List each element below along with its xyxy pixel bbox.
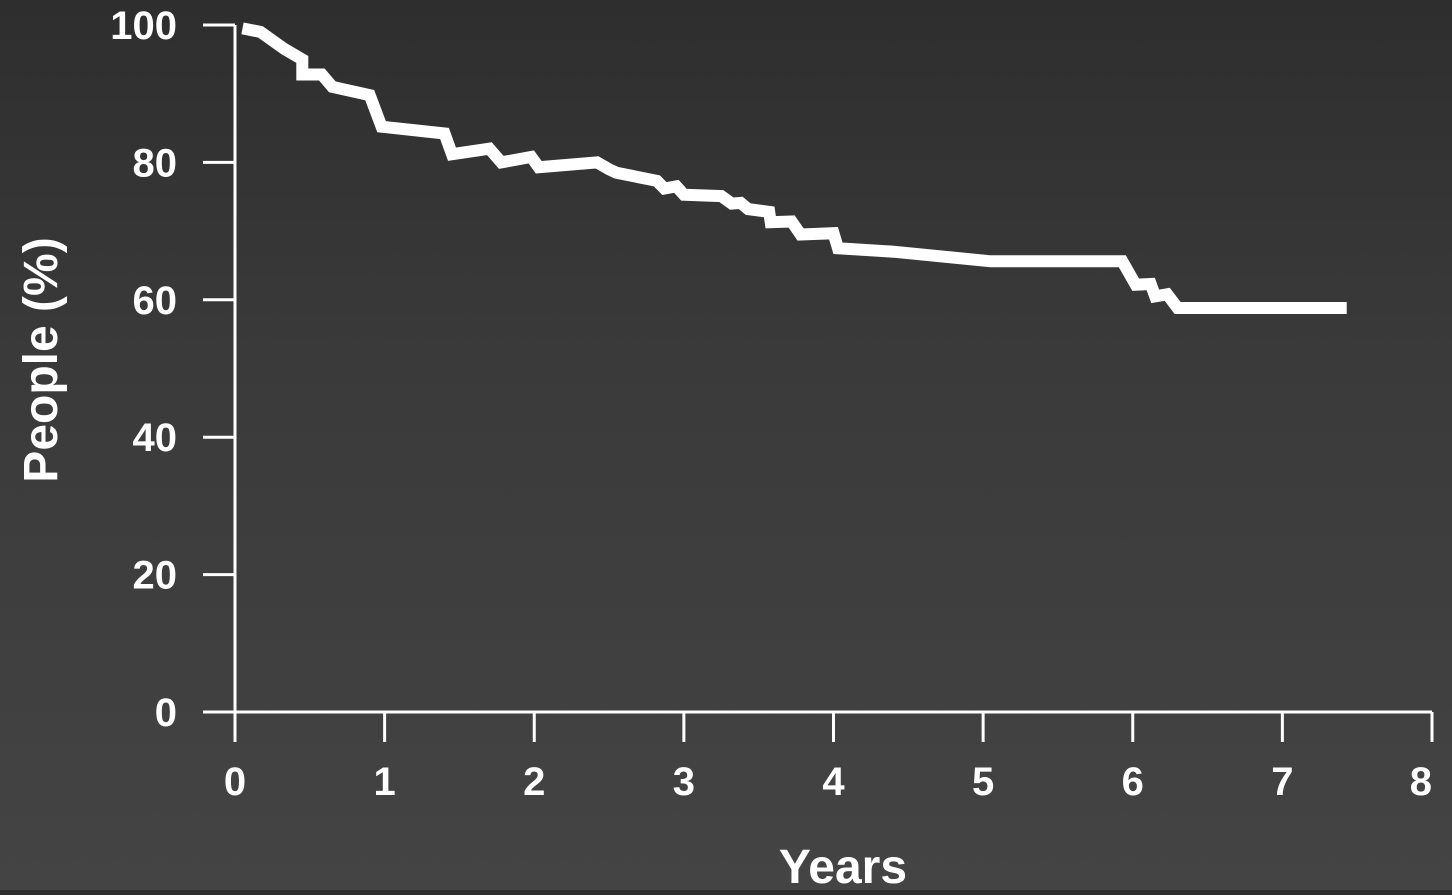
x-tick-label: 3 (673, 760, 695, 804)
x-tick-label: 7 (1271, 760, 1293, 804)
y-tick-label: 60 (133, 279, 178, 323)
series-line (241, 22, 1347, 314)
y-ticks: 0 20 40 60 80 100 (110, 4, 235, 735)
y-tick-label: 80 (133, 141, 178, 185)
x-ticks: 0 1 2 3 4 5 6 7 8 (224, 712, 1434, 804)
y-tick-label: 0 (155, 691, 177, 735)
x-tick-label: 1 (374, 760, 396, 804)
x-axis-label: Years (779, 841, 907, 890)
x-tick-label: 4 (822, 760, 845, 804)
x-tick-label: 5 (972, 760, 994, 804)
x-tick-label: 2 (523, 760, 545, 804)
series-layer (241, 22, 1347, 314)
y-tick-label: 100 (110, 4, 177, 48)
y-tick-label: 20 (133, 554, 178, 598)
x-tick-label: 0 (224, 760, 246, 804)
y-tick-label: 40 (133, 416, 178, 460)
axes: 0 20 40 60 80 100 0 1 2 3 4 5 6 7 8 (110, 4, 1434, 804)
x-tick-label: 8 (1410, 760, 1432, 804)
x-tick-label: 6 (1122, 760, 1144, 804)
y-axis-label: People (%) (15, 237, 68, 482)
